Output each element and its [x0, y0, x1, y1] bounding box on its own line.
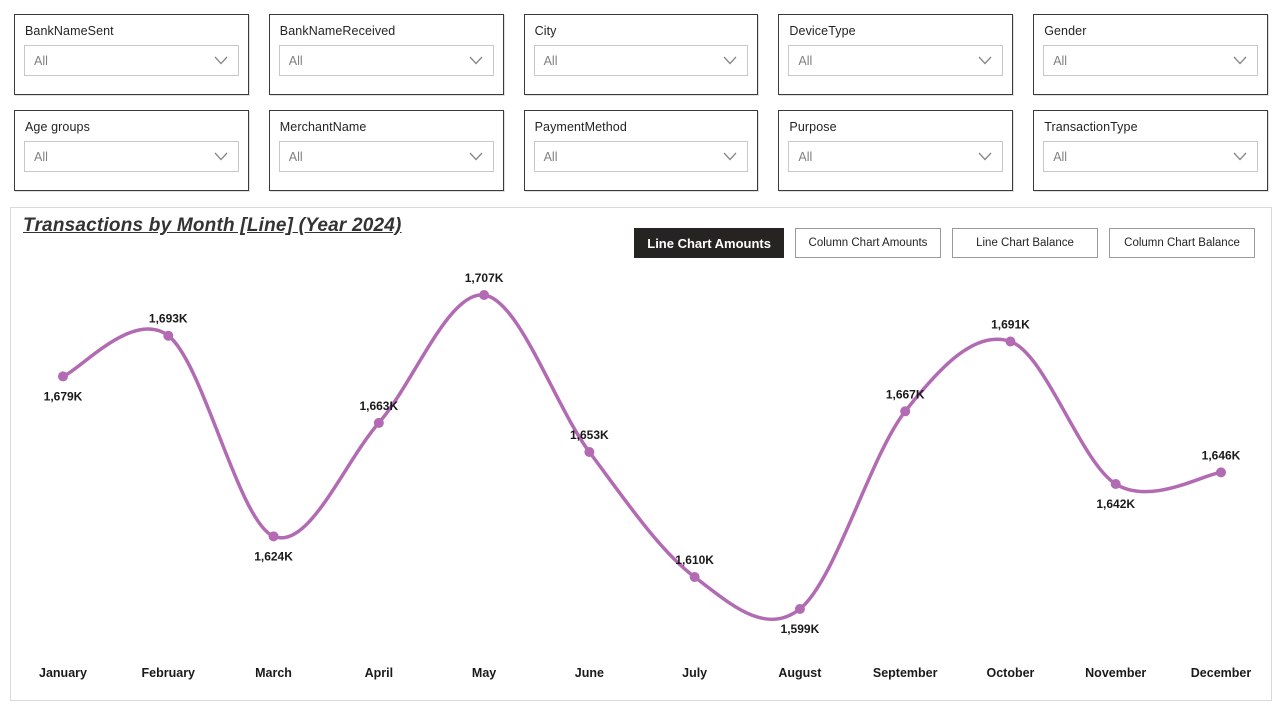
dropdown-value: All	[288, 149, 303, 164]
x-axis-label: December	[1191, 666, 1252, 680]
chevron-down-icon	[214, 152, 228, 161]
x-axis-label: May	[472, 666, 496, 680]
slicer-dropdown[interactable]: All	[278, 141, 494, 172]
chart-nav-buttons: Line Chart Amounts Column Chart Amounts …	[634, 228, 1255, 258]
button-column-chart-amounts[interactable]: Column Chart Amounts	[795, 228, 941, 258]
chevron-down-icon	[469, 56, 483, 65]
x-axis-label: September	[873, 666, 938, 680]
line-series-path	[61, 293, 1223, 622]
slicer-payment-method: PaymentMethod All	[523, 110, 759, 191]
slicer-city: City All	[523, 14, 759, 95]
data-label: 1,691K	[991, 318, 1030, 332]
slicer-dropdown[interactable]: All	[533, 141, 749, 172]
data-label: 1,707K	[465, 271, 504, 285]
dropdown-value: All	[543, 149, 558, 164]
data-label: 1,610K	[675, 553, 714, 567]
slicer-merchant-name: MerchantName All	[268, 110, 504, 191]
slicer-bank-name-received: BankNameReceived All	[268, 14, 504, 95]
line-chart: 1,679K January 1,693K February 1,624K March 1,…	[39, 271, 1252, 680]
chevron-down-icon	[723, 56, 737, 65]
data-point[interactable]	[689, 572, 700, 583]
slicer-dropdown[interactable]: All	[24, 45, 239, 76]
slicer-dropdown[interactable]: All	[533, 45, 749, 76]
slicer-gender: Gender All	[1033, 14, 1268, 95]
button-line-chart-balance[interactable]: Line Chart Balance	[952, 228, 1098, 258]
slicer-dropdown[interactable]: All	[24, 141, 239, 172]
x-axis-label: January	[39, 666, 87, 680]
dropdown-value: All	[34, 53, 48, 68]
slicer-title: TransactionType	[1044, 120, 1138, 134]
slicer-dropdown[interactable]: All	[278, 45, 494, 76]
data-point[interactable]	[584, 447, 595, 457]
slicer-transaction-type: TransactionType All	[1033, 110, 1268, 191]
data-label: 1,693K	[149, 312, 188, 326]
chevron-down-icon	[469, 152, 483, 161]
slicer-dropdown[interactable]: All	[788, 141, 1004, 172]
slicer-title: DeviceType	[789, 24, 856, 38]
slicer-dropdown[interactable]: All	[788, 45, 1004, 76]
filter-panel: BankNameSent All BankNameReceived All Ci…	[0, 0, 1282, 191]
dropdown-value: All	[34, 149, 48, 164]
x-axis-label: June	[575, 666, 604, 680]
x-axis-label: November	[1085, 666, 1146, 680]
slicer-device-type: DeviceType All	[778, 14, 1014, 95]
dropdown-value: All	[798, 53, 813, 68]
chevron-down-icon	[1233, 152, 1247, 161]
slicer-title: Gender	[1044, 24, 1087, 38]
x-axis-label: February	[142, 666, 196, 680]
chevron-down-icon	[978, 56, 992, 65]
data-point[interactable]	[1005, 336, 1016, 347]
slicer-title: City	[534, 24, 557, 38]
data-point[interactable]	[373, 417, 384, 428]
x-axis-label: July	[682, 666, 707, 680]
dropdown-value: All	[798, 149, 813, 164]
data-point[interactable]	[163, 330, 174, 341]
dropdown-value: All	[1053, 149, 1068, 164]
x-axis-label: August	[778, 666, 822, 680]
slicer-dropdown[interactable]: All	[1043, 141, 1258, 172]
slicer-title: Age groups	[25, 120, 90, 134]
data-label: 1,624K	[254, 549, 293, 563]
slicer-title: MerchantName	[279, 120, 367, 134]
data-point[interactable]	[479, 290, 490, 300]
slicer-bank-name-sent: BankNameSent All	[14, 14, 249, 95]
dropdown-value: All	[288, 53, 303, 68]
slicer-dropdown[interactable]: All	[1043, 45, 1258, 76]
data-point[interactable]	[900, 406, 911, 417]
chevron-down-icon	[214, 56, 228, 65]
data-point[interactable]	[58, 371, 68, 382]
data-label: 1,642K	[1096, 497, 1135, 511]
button-column-chart-balance[interactable]: Column Chart Balance	[1109, 228, 1255, 258]
slicer-title: BankNameSent	[25, 24, 114, 38]
chevron-down-icon	[978, 152, 992, 161]
chevron-down-icon	[723, 152, 737, 161]
slicer-age-groups: Age groups All	[14, 110, 249, 191]
chevron-down-icon	[1233, 56, 1247, 65]
data-label: 1,646K	[1202, 448, 1241, 462]
chart-card: Transactions by Month [Line] (Year 2024)…	[10, 207, 1272, 701]
x-axis-label: March	[255, 666, 292, 680]
slicer-title: PaymentMethod	[534, 120, 627, 134]
data-point[interactable]	[1110, 478, 1121, 489]
button-line-chart-amounts[interactable]: Line Chart Amounts	[634, 228, 784, 258]
data-label: 1,653K	[570, 428, 609, 442]
data-label: 1,679K	[44, 389, 83, 403]
dropdown-value: All	[543, 53, 558, 68]
data-label: 1,663K	[359, 399, 398, 413]
x-axis-label: April	[365, 666, 393, 680]
data-label: 1,599K	[781, 622, 820, 636]
slicer-title: BankNameReceived	[279, 24, 396, 38]
dropdown-value: All	[1053, 53, 1068, 68]
data-point[interactable]	[268, 531, 279, 542]
data-point[interactable]	[794, 604, 805, 614]
chart-title: Transactions by Month [Line] (Year 2024)	[23, 215, 402, 236]
slicer-title: Purpose	[789, 120, 837, 134]
slicer-purpose: Purpose All	[778, 110, 1014, 191]
x-axis-label: October	[986, 666, 1034, 680]
data-label: 1,667K	[886, 387, 925, 401]
data-point[interactable]	[1216, 467, 1226, 478]
